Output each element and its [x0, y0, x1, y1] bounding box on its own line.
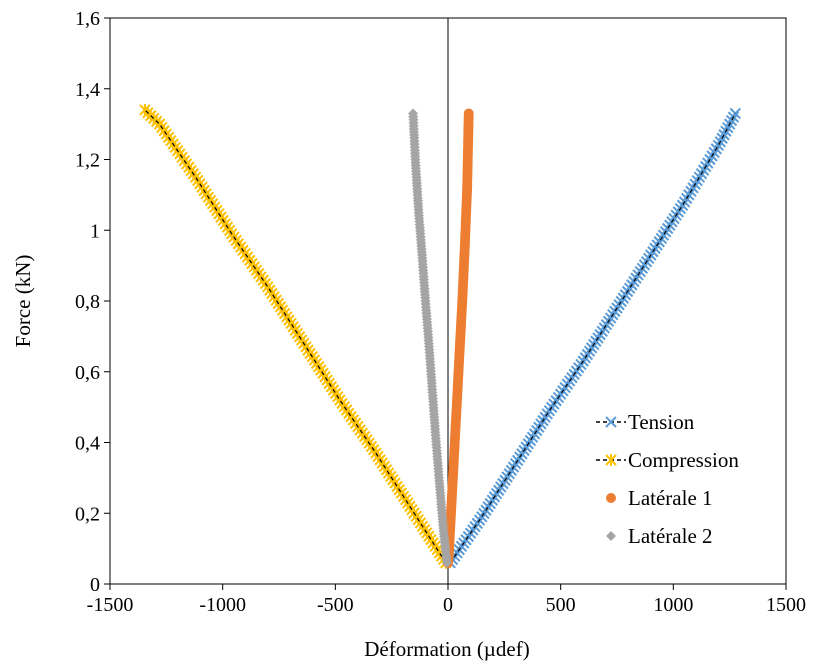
- x-axis: -1500 -1000 -500 0 500 1000 1500: [87, 584, 806, 616]
- legend-label: Latérale 1: [628, 486, 713, 510]
- series-lat-rale-2: [408, 108, 452, 568]
- legend-item: Compression: [596, 448, 739, 472]
- legend-marker: [606, 493, 616, 503]
- y-tick-label: 0,6: [75, 362, 100, 384]
- data-point: [408, 108, 419, 119]
- series-line: [449, 113, 736, 564]
- x-tick-label: 0: [443, 594, 453, 616]
- legend-marker: [605, 416, 617, 428]
- x-tick-label: 1500: [766, 594, 806, 616]
- legend-item: Latérale 2: [606, 524, 713, 548]
- legend-marker: [605, 454, 617, 466]
- x-tick-label: -1500: [87, 594, 134, 616]
- x-tick-label: -500: [317, 594, 354, 616]
- legend-item: Tension: [596, 410, 695, 434]
- y-tick-label: 1,2: [75, 150, 100, 172]
- series-compression: [139, 103, 452, 569]
- y-tick-label: 0,4: [75, 433, 100, 455]
- series-group: [139, 103, 742, 569]
- y-axis-title: Force (kN): [11, 255, 35, 348]
- x-tick-label: 1000: [653, 594, 693, 616]
- y-axis: 0 0,2 0,4 0,6 0,8 1 1,2 1,4 1,6: [75, 8, 110, 596]
- series-line: [144, 109, 447, 564]
- x-tick-label: -1000: [199, 594, 246, 616]
- data-point: [463, 108, 474, 119]
- legend: Tension Compression Latérale 1 Latérale 2: [585, 400, 775, 556]
- y-tick-label: 0,8: [75, 291, 100, 313]
- legend-item: Latérale 1: [606, 486, 713, 510]
- legend-items: Tension Compression Latérale 1 Latérale 2: [596, 410, 739, 548]
- legend-box: [585, 400, 775, 556]
- y-tick-label: 1: [90, 220, 100, 242]
- x-tick-label: 500: [546, 594, 576, 616]
- legend-label: Tension: [628, 410, 695, 434]
- y-tick-label: 0: [90, 574, 100, 596]
- y-tick-label: 1,4: [75, 79, 100, 101]
- legend-marker: [606, 531, 616, 541]
- y-tick-label: 1,6: [75, 8, 100, 30]
- legend-label: Compression: [628, 448, 739, 472]
- y-tick-label: 0,2: [75, 503, 100, 525]
- x-axis-title: Déformation (µdef): [364, 637, 529, 661]
- legend-label: Latérale 2: [628, 524, 713, 548]
